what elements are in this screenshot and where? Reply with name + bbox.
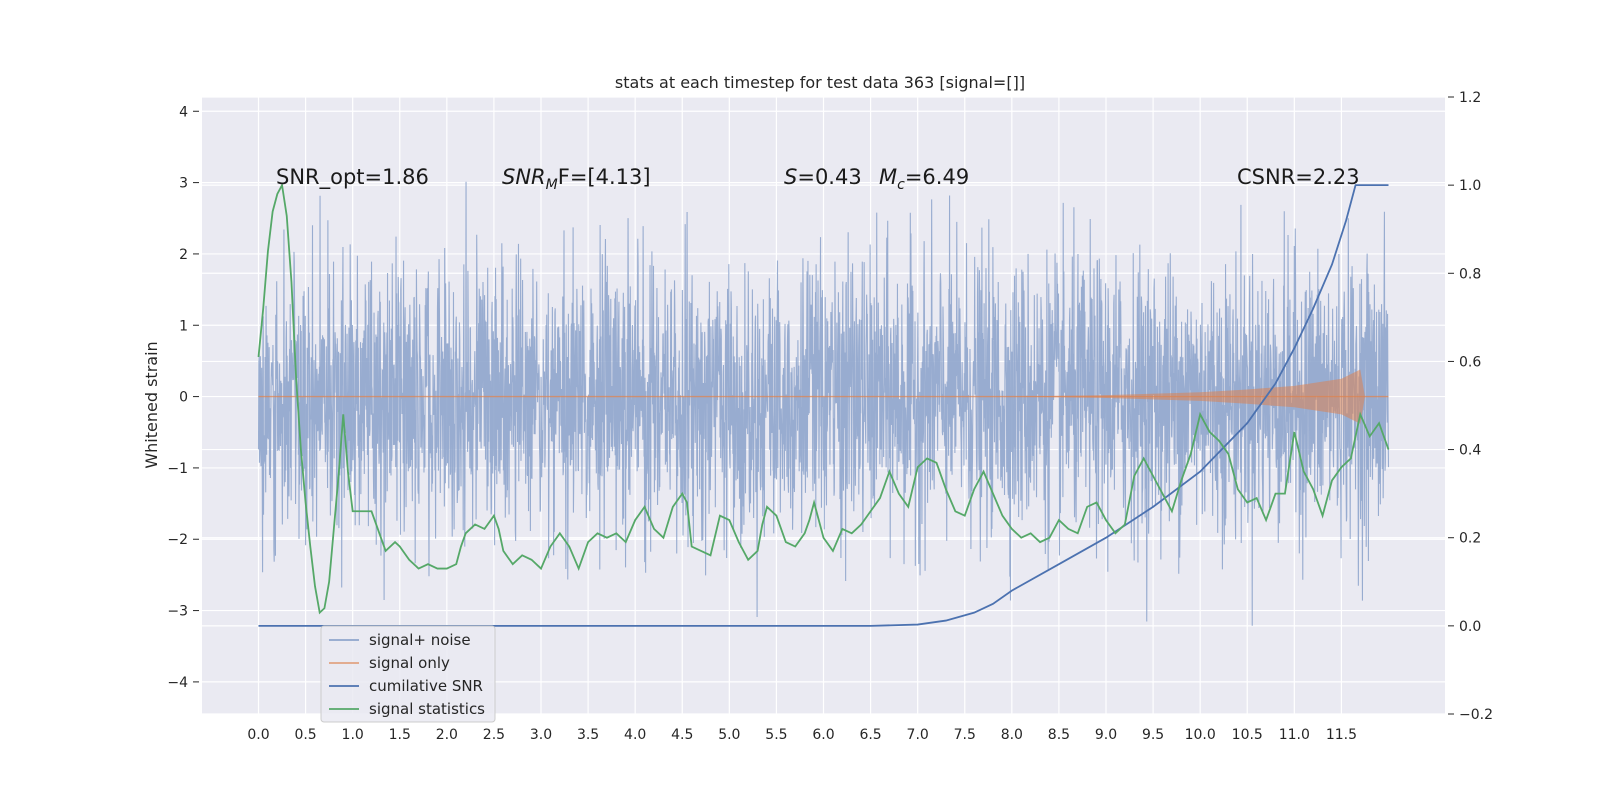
annotation-csnr: CSNR=2.23 [1237,165,1360,189]
legend-label-signal-noise: signal+ noise [369,631,471,649]
y-tick-label-left: 3 [179,176,188,192]
annotation-mc-base: M [879,165,897,189]
x-tick-label: 9.5 [1142,727,1164,743]
x-tick-label: 0.5 [294,727,316,743]
x-tick-label: 6.5 [859,727,881,743]
series-cumulative-snr-line [258,184,1389,627]
x-tick-label: 4.5 [671,727,693,743]
x-tick-label: 5.0 [718,727,740,743]
y-tick-label-left: −2 [167,532,188,548]
annotation-snr-mf-sub: M [546,177,558,193]
x-tick-label: 7.5 [954,727,976,743]
y-tick-label-left: −3 [167,604,188,620]
legend-label-signal-only: signal only [369,654,450,672]
x-tick-label: 11.0 [1279,727,1310,743]
x-tick-label: 0.0 [247,727,269,743]
legend-label-cumulative-snr: cumilative SNR [369,677,483,695]
x-tick-label: 8.0 [1001,727,1023,743]
x-tick-label: 1.5 [389,727,411,743]
x-tick-label: 9.0 [1095,727,1117,743]
series-signal-statistics-line [257,182,1390,615]
legend: signal+ noise signal only cumilative SNR… [320,625,496,723]
y-tick-label-right: 0.0 [1459,619,1481,635]
x-tick-label: 11.5 [1326,727,1357,743]
y-axis-label-left: Whitened strain [142,341,161,468]
annotation-s-rest: =0.43 [797,165,861,189]
y-tick-label-right: −0.2 [1459,707,1493,723]
x-tick-label: 1.0 [342,727,364,743]
y-tick-label-right: 0.2 [1459,531,1481,547]
y-tick-label-right: 1.2 [1459,90,1481,106]
x-tick-label: 3.5 [577,727,599,743]
annotation-mc-sub: c [897,177,905,193]
annotations: SNR_opt=1.86 SNRMF=[4.13] S=0.43 Mc=6.49… [276,165,1360,193]
y-tick-label-left: −1 [167,461,188,477]
legend-label-signal-statistics: signal statistics [369,700,485,718]
series-signal-noise-line [257,181,1390,626]
series-signal-only-envelope [258,369,1389,424]
x-tick-label: 3.0 [530,727,552,743]
x-tick-label: 8.5 [1048,727,1070,743]
x-tick-label: 7.0 [907,727,929,743]
y-tick-label-right: 0.8 [1459,266,1481,282]
x-tick-label: 2.0 [436,727,458,743]
y-tick-label-left: 1 [179,318,188,334]
annotation-snr-mf-base: SNR [502,165,546,189]
x-tick-label: 6.0 [812,727,834,743]
annotation-snr-opt: SNR_opt=1.86 [276,165,429,190]
annotation-mc-rest: =6.49 [905,165,969,189]
annotation-mc: Mc=6.49 [879,165,969,193]
legend-box [320,625,496,723]
x-tick-label: 5.5 [765,727,787,743]
y-tick-label-right: 0.4 [1459,443,1481,459]
x-tick-label: 4.0 [624,727,646,743]
y-tick-label-left: 4 [179,104,188,120]
series-layer [257,181,1390,627]
axes-layer: 0.0 0.5 1.0 1.5 2.0 2.5 3.0 3.5 4.0 4.5 5.0 5.5 6.0 6… [167,90,1493,743]
annotation-s: S=0.43 [784,165,862,189]
y-tick-label-left: 0 [179,390,188,406]
x-tick-label: 10.0 [1185,727,1216,743]
x-tick-label: 10.5 [1232,727,1263,743]
annotation-snr-mf-rest: F=[4.13] [558,165,651,189]
y-tick-label-right: 1.0 [1459,178,1481,194]
y-tick-label-left: −4 [167,675,188,691]
chart-title: stats at each timestep for test data 363… [615,73,1025,92]
y-tick-label-left: 2 [179,247,188,263]
y-tick-label-right: 0.6 [1459,354,1481,370]
annotation-snr-mf: SNRMF=[4.13] [502,165,651,193]
annotation-s-base: S [784,165,797,189]
x-tick-label: 2.5 [483,727,505,743]
